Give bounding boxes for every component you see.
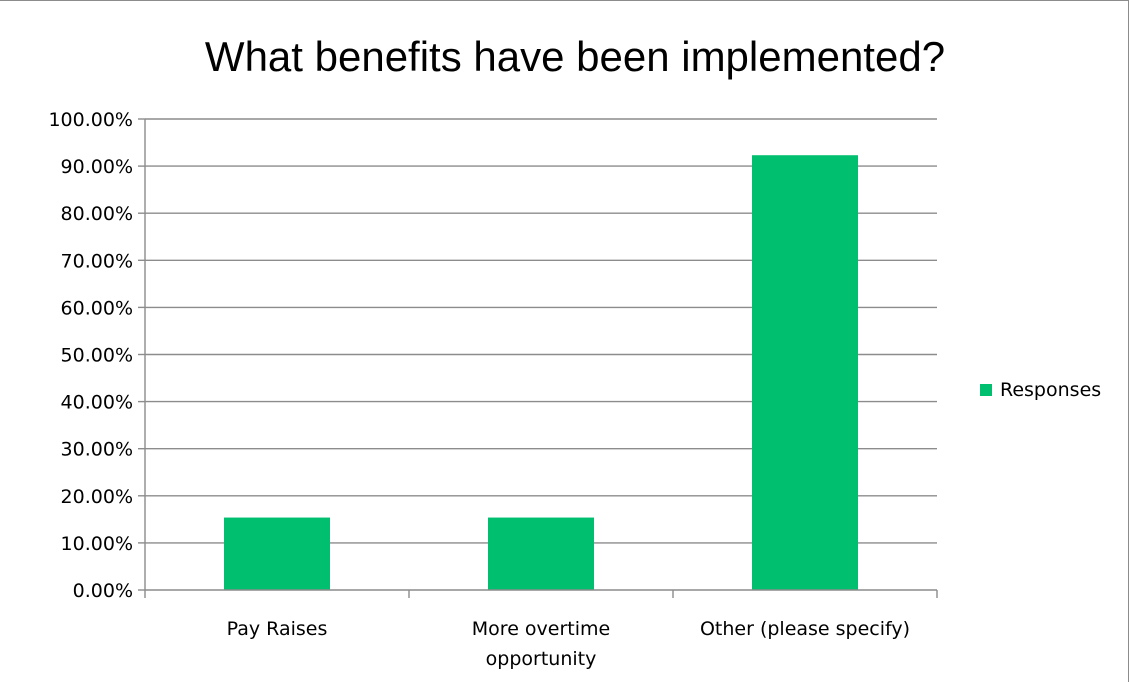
y-tick-label: 90.00%: [61, 156, 133, 178]
legend-label: Responses: [1000, 379, 1101, 401]
y-tick-label: 60.00%: [61, 297, 133, 319]
x-category-label: Other (please specify): [700, 618, 910, 640]
y-tick-label: 10.00%: [61, 533, 133, 555]
bar: [488, 517, 594, 590]
y-tick-label: 20.00%: [61, 486, 133, 508]
y-tick-label: 70.00%: [61, 250, 133, 272]
bars: [224, 155, 858, 590]
legend-swatch: [980, 384, 992, 396]
y-tick-label: 80.00%: [61, 203, 133, 225]
chart-title: What benefits have been implemented?: [205, 33, 945, 80]
bar: [752, 155, 858, 590]
y-tick-label: 40.00%: [61, 392, 133, 414]
y-tick-label: 30.00%: [61, 439, 133, 461]
legend: Responses: [980, 379, 1101, 401]
x-category-label: More overtime opportunity: [472, 618, 610, 670]
bar: [224, 517, 330, 590]
x-axis-category-labels: Pay Raises More overtime opportunity Other …: [227, 618, 910, 670]
y-tick-label: 50.00%: [61, 345, 133, 367]
y-axis-tick-labels: 0.00% 10.00% 20.00% 30.00% 40.00% 50.00% 60.00…: [48, 109, 133, 602]
y-tick-label: 0.00%: [73, 580, 133, 602]
y-tick-label: 100.00%: [48, 109, 133, 131]
axes: [138, 118, 938, 598]
x-category-label: Pay Raises: [227, 618, 328, 640]
gridlines: [145, 118, 937, 544]
